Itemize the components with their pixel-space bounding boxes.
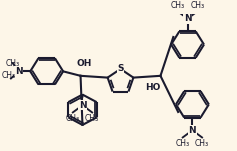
Text: CH₃: CH₃ [195, 139, 209, 148]
Text: CH₃: CH₃ [2, 71, 16, 80]
Text: CH₃: CH₃ [6, 59, 20, 68]
Text: CH₃: CH₃ [171, 1, 185, 10]
Text: CH₃: CH₃ [85, 114, 99, 123]
Text: N: N [79, 101, 86, 110]
Text: S: S [117, 64, 124, 74]
Text: CH₃: CH₃ [190, 1, 204, 10]
Text: CH₃: CH₃ [66, 114, 80, 123]
Text: OH: OH [77, 59, 92, 68]
Text: HO: HO [145, 83, 160, 92]
Text: N: N [184, 14, 191, 23]
Text: CH₃: CH₃ [176, 139, 190, 148]
Text: N: N [15, 67, 23, 76]
Text: N: N [189, 126, 196, 135]
